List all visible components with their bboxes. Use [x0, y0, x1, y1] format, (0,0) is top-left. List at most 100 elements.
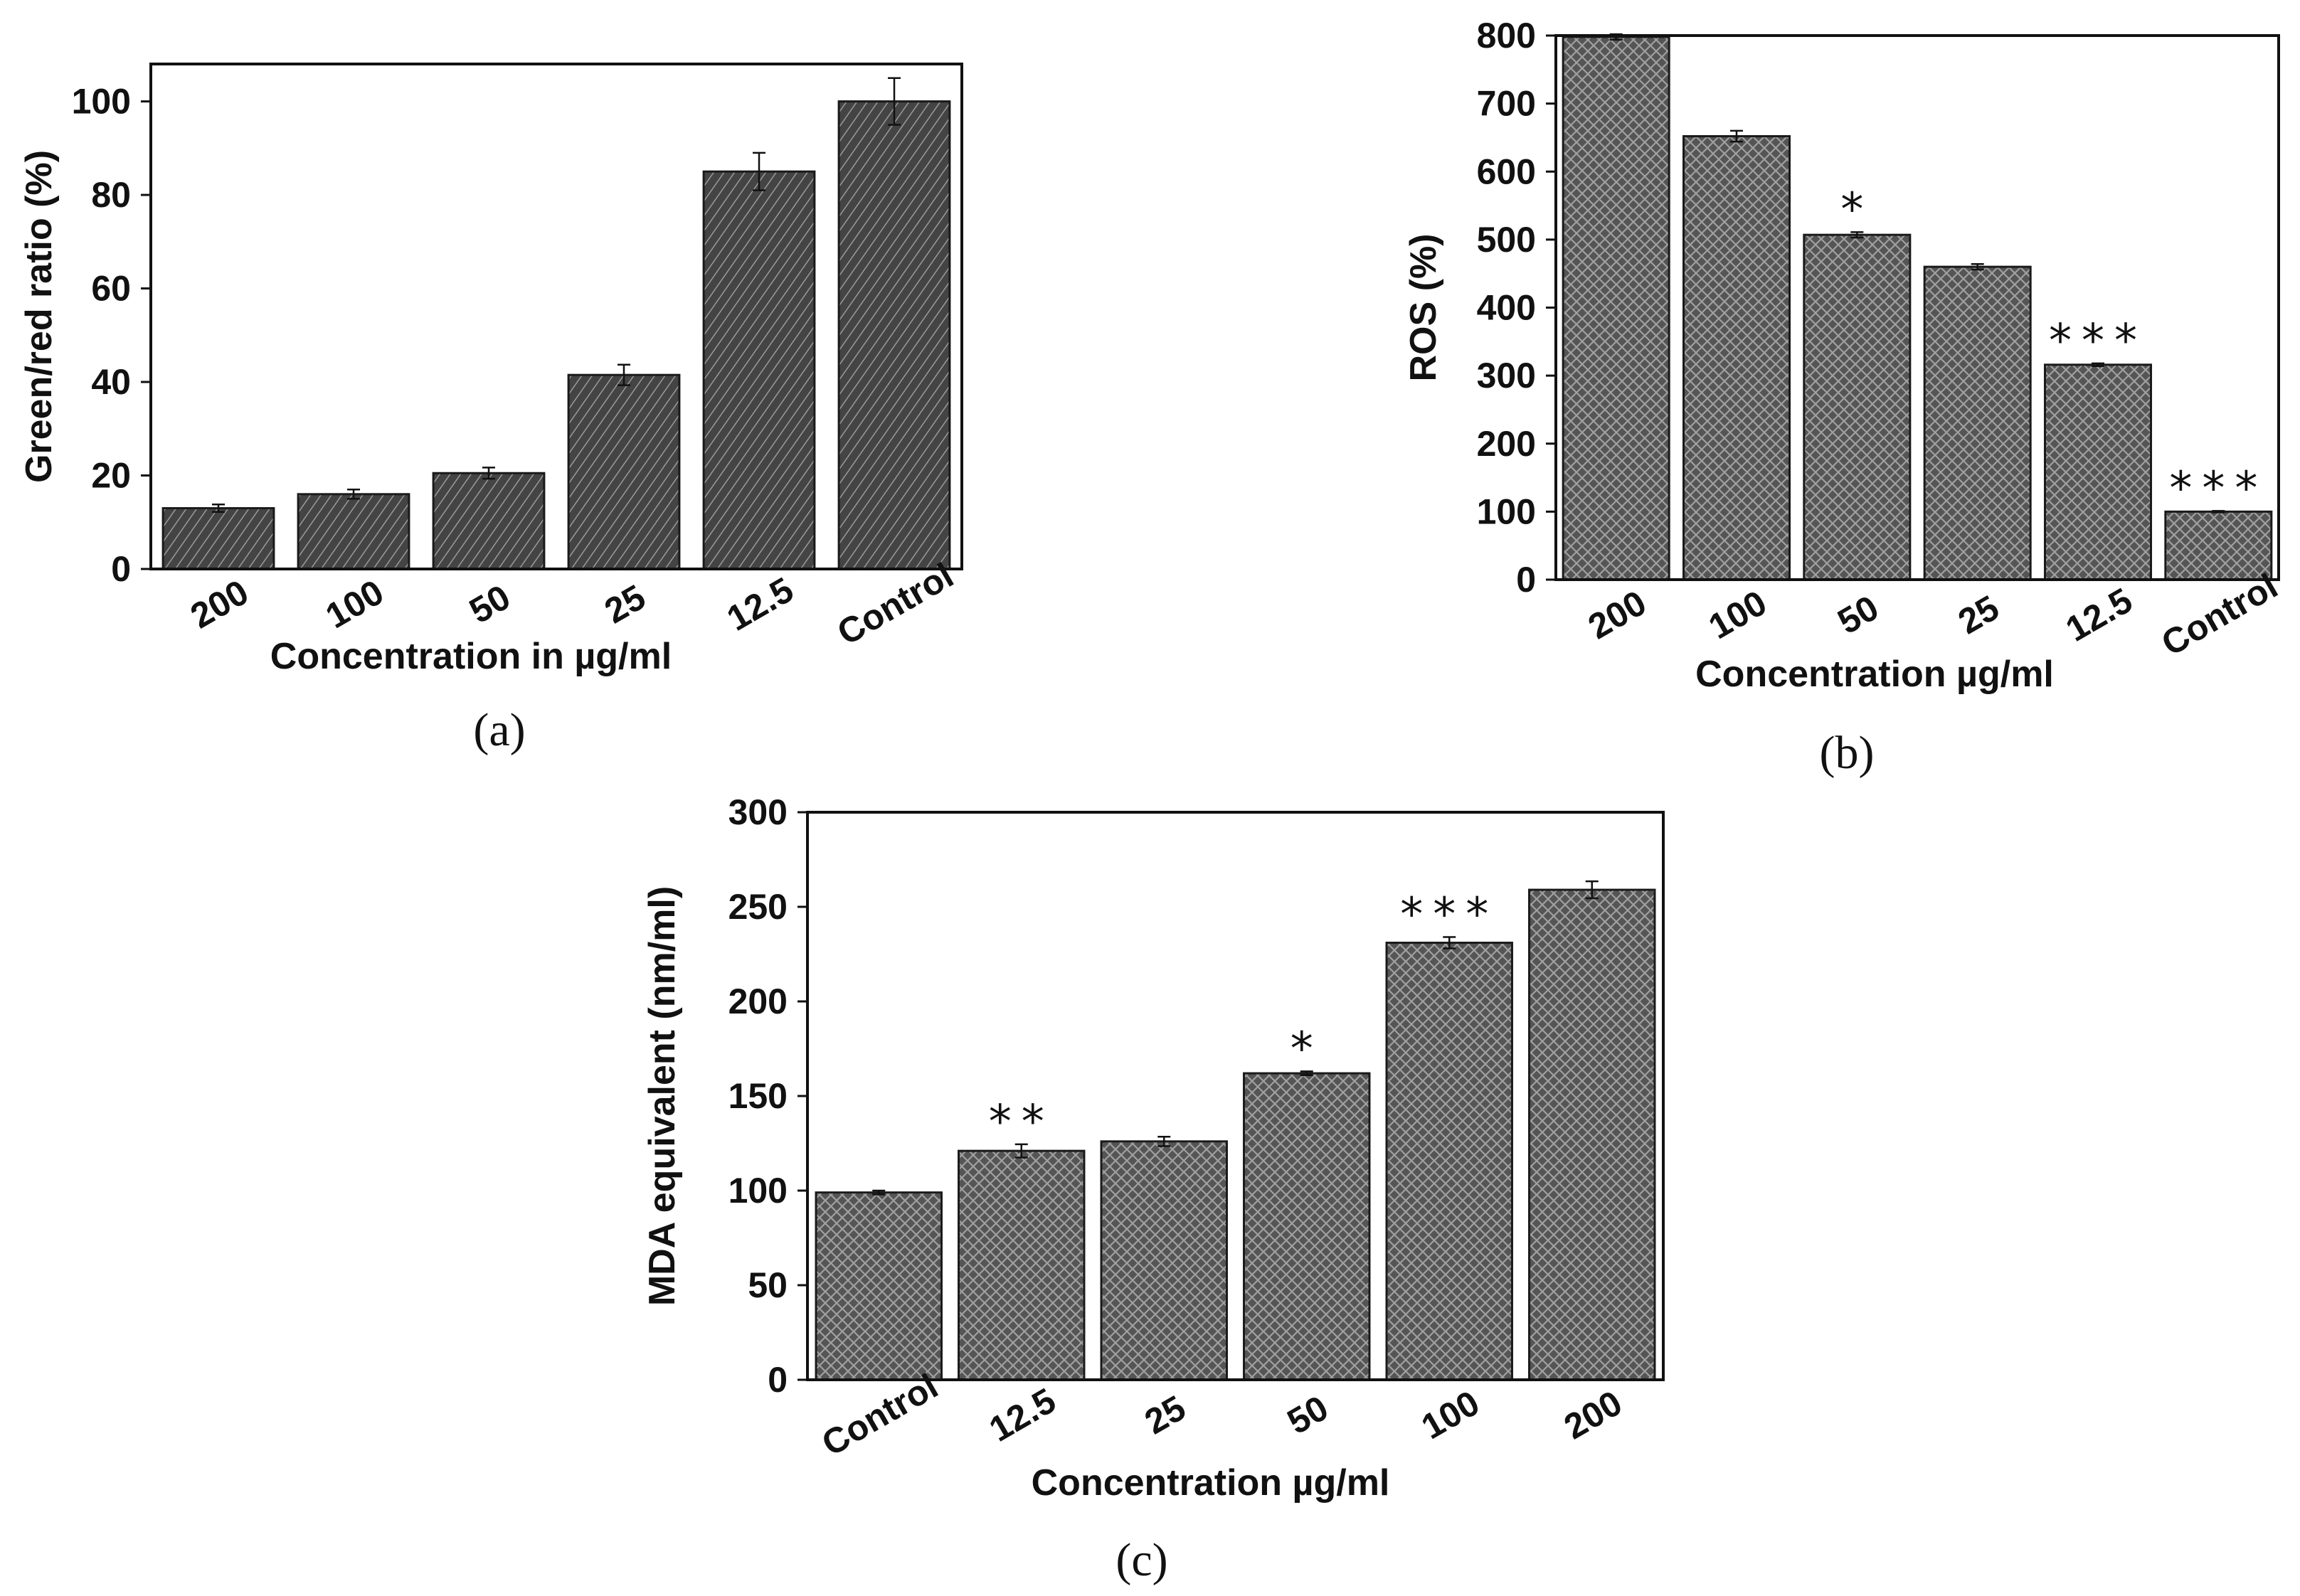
y-tick-label: 200 [728, 981, 788, 1021]
significance-b: ******* [1840, 183, 2267, 515]
significance-marker: *** [1400, 889, 1498, 942]
panel-label-c: (c) [1115, 1534, 1167, 1586]
error-bar [1850, 231, 1864, 239]
bar-a-control [837, 100, 951, 570]
panel-label-b: (b) [1820, 727, 1875, 779]
error-bar [1730, 129, 1743, 143]
bar-b-200 [1562, 36, 1670, 581]
y-tick-label: 600 [1477, 151, 1536, 191]
bar-b-100 [1682, 135, 1791, 581]
bar-b-control [2164, 510, 2273, 581]
y-tick-label: 80 [91, 175, 131, 215]
x-tick-label: 100 [1702, 582, 1773, 647]
y-tick-label: 300 [728, 792, 788, 832]
x-tick-label: 50 [1281, 1388, 1335, 1442]
y-tick-label: 0 [768, 1360, 788, 1400]
x-tick-label: 25 [1138, 1388, 1192, 1442]
significance-marker: ** [989, 1096, 1054, 1149]
y-tick-label: 800 [1477, 16, 1536, 55]
error-bar [1300, 1070, 1313, 1076]
y-tick-label: 40 [91, 362, 131, 402]
bars-b [1562, 36, 2273, 581]
bar-c-50 [1243, 1072, 1371, 1381]
bar-c-25 [1100, 1140, 1228, 1381]
y-tick-label: 100 [1477, 491, 1536, 531]
bar-a-200 [161, 507, 275, 570]
bars-a [161, 100, 951, 570]
plot-frame-a [149, 63, 963, 570]
x-axis-label-a: Concentration in µg/ml [270, 636, 672, 677]
x-axis-label-c: Concentration µg/ml [1032, 1462, 1390, 1504]
error-bar [1157, 1135, 1171, 1147]
error-bar [347, 488, 360, 500]
bar-b-50 [1803, 233, 1912, 581]
x-tick-label: 200 [184, 572, 255, 636]
y-tick-label: 60 [91, 269, 131, 309]
significance-marker: * [1291, 1023, 1323, 1075]
error-bar [1443, 936, 1456, 949]
bar-a-25 [567, 373, 681, 570]
x-tick-label: 12.5 [720, 570, 800, 639]
x-tick-label: 25 [598, 577, 652, 631]
y-tick-label: 400 [1477, 288, 1536, 328]
y-tick-label: 300 [1477, 356, 1536, 395]
y-tick-label: 50 [748, 1265, 788, 1305]
error-bar [888, 77, 901, 126]
bars-c [815, 888, 1656, 1381]
y-axis-b: 0 100 200 300 400 500 600 700 800 [1477, 16, 1556, 600]
y-axis-c: 0 50 100 150 200 250 300 [728, 792, 807, 1400]
y-tick-label: 700 [1477, 84, 1536, 124]
x-tick-label: 100 [1415, 1383, 1486, 1447]
y-axis-label-b: ROS (%) [1403, 234, 1444, 382]
error-bar [212, 504, 225, 514]
bar-b-12-5 [2043, 363, 2153, 581]
x-tick-label: 12.5 [2059, 580, 2139, 649]
error-bar [753, 151, 765, 191]
y-tick-label: 200 [1477, 424, 1536, 464]
y-tick-label: 250 [728, 887, 788, 927]
error-bars-c [872, 880, 1599, 1196]
error-bar [2212, 510, 2225, 514]
x-tick-label: 25 [1951, 587, 2005, 642]
bar-c-200 [1528, 888, 1656, 1381]
error-bar [1971, 263, 1984, 271]
y-axis-label-c: MDA equivalent (nm/ml) [642, 886, 683, 1306]
error-bar [1014, 1143, 1028, 1159]
bar-c-control [815, 1191, 943, 1381]
y-tick-label: 20 [91, 456, 131, 496]
panel-label-a: (a) [473, 704, 525, 756]
x-tick-label: 200 [1557, 1383, 1628, 1447]
x-tick-label: 12.5 [982, 1380, 1062, 1449]
bar-a-12-5 [702, 170, 816, 570]
y-tick-label: 500 [1477, 220, 1536, 260]
error-bar [482, 467, 495, 480]
bar-a-100 [297, 493, 410, 570]
significance-marker: * [1840, 183, 1873, 236]
significance-c: ****** [989, 889, 1498, 1149]
y-tick-label: 150 [728, 1076, 788, 1116]
bar-c-100 [1385, 942, 1513, 1381]
bar-c-12-5 [958, 1149, 1086, 1381]
x-tick-label: 100 [319, 572, 390, 636]
error-bar [2092, 362, 2104, 367]
y-tick-label: 0 [111, 549, 131, 589]
x-axis-label-b: Concentration µg/ml [1695, 654, 2054, 695]
error-bar [1585, 880, 1599, 900]
bar-b-25 [1923, 265, 2032, 581]
significance-marker: *** [2169, 462, 2267, 515]
error-bar [618, 363, 630, 386]
y-tick-label: 100 [728, 1171, 788, 1211]
bar-a-50 [432, 472, 546, 570]
x-tick-label: 50 [462, 577, 516, 631]
error-bars-a [212, 77, 901, 514]
x-tick-label: 50 [1831, 587, 1885, 642]
error-bar [872, 1189, 886, 1196]
x-tick-label: 200 [1581, 582, 1653, 647]
y-tick-label: 0 [1516, 560, 1536, 600]
y-tick-label: 100 [72, 82, 131, 122]
y-axis-label-a: Green/red ratio (%) [18, 150, 60, 483]
